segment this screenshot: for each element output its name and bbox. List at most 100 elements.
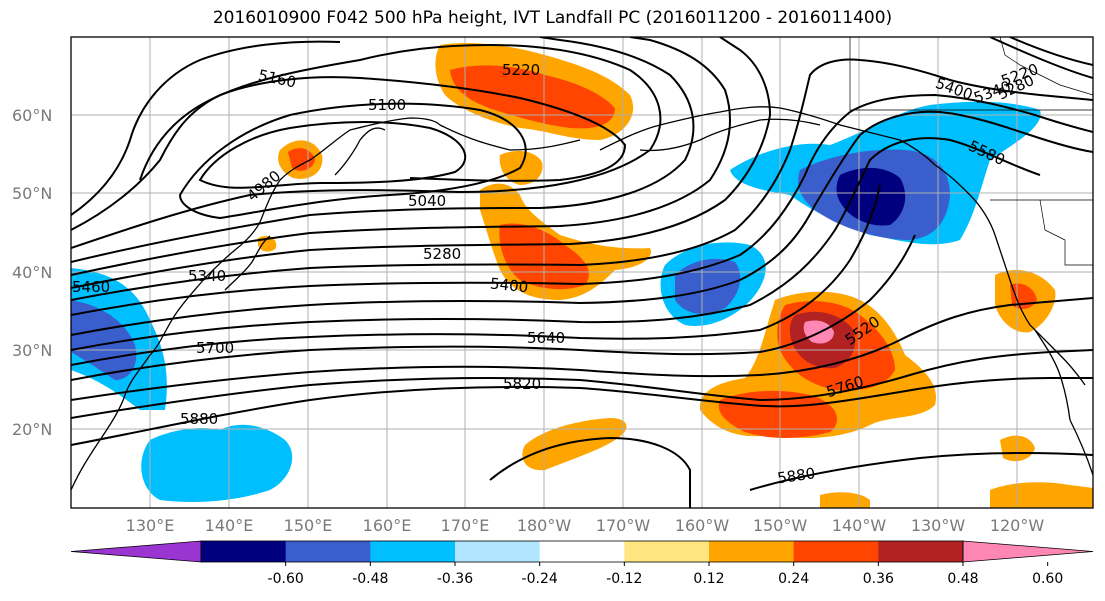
colorbar-tick-label: -0.48 xyxy=(352,571,388,587)
coast-asia xyxy=(71,117,441,491)
colorbar-segment xyxy=(539,541,625,562)
contour-5040 xyxy=(71,40,341,216)
contour-5460 xyxy=(71,93,1093,316)
neg-region-south xyxy=(141,424,293,502)
colorbar-frame xyxy=(200,540,964,563)
contour-label: 5820 xyxy=(503,375,541,393)
ivt-shading xyxy=(71,43,1093,508)
coast-siberia xyxy=(439,124,581,151)
lon-label: 160°W xyxy=(675,516,730,535)
colorbar-tick-label: -0.60 xyxy=(268,571,304,587)
colorbar-segment xyxy=(709,541,795,562)
colorbar-segment xyxy=(455,541,541,562)
pos-region-north-core xyxy=(450,65,615,129)
lon-label: 130°E xyxy=(126,516,175,535)
coast-west-us xyxy=(994,234,1086,386)
contour-5220 xyxy=(71,37,695,263)
colorbar-tick-label: 0.36 xyxy=(863,571,894,587)
coast-japan xyxy=(224,235,271,291)
map-frame xyxy=(70,36,1094,509)
neg-region-mid-core xyxy=(675,258,741,314)
coast-mexico xyxy=(1069,419,1093,476)
pos-region-south-small xyxy=(522,418,627,471)
height-contours xyxy=(71,37,1093,508)
colorbar-tick-label: 0.60 xyxy=(1032,571,1063,587)
borders xyxy=(849,37,1093,266)
colorbar-tick-label: 0.12 xyxy=(693,571,724,587)
contour-5280 xyxy=(71,37,731,276)
colorbar-segment xyxy=(878,541,964,562)
contour-5700 xyxy=(71,234,916,381)
contour-label: 5040 xyxy=(408,192,446,210)
colorbar-extend-high xyxy=(962,540,1094,563)
contour-5160 xyxy=(71,43,662,249)
contour-ne-corner-1 xyxy=(1009,37,1093,66)
colorbar-tick-label: -0.36 xyxy=(437,571,473,587)
lon-label: 130°W xyxy=(911,516,966,535)
lat-label: 20°N xyxy=(12,420,52,439)
lon-label: 140°W xyxy=(832,516,887,535)
colorbar-extend-low xyxy=(70,540,202,563)
contour-label: 5400 xyxy=(489,274,529,296)
colorbar-tick-label: -0.12 xyxy=(606,571,642,587)
colorbar-tick-label: -0.24 xyxy=(522,571,558,587)
pos-region-ne-pacific-red-south xyxy=(718,390,838,438)
longitude-labels: 130°E 140°E 150°E 160°E 170°E 180°W 170°… xyxy=(126,516,1045,535)
coast-baja xyxy=(1034,329,1071,421)
lon-label: 180°W xyxy=(517,516,572,535)
contour-5100 xyxy=(71,76,627,231)
contour-ne-corner-2 xyxy=(989,37,1093,79)
contour-label: 5340 xyxy=(188,267,226,285)
colorbar-segment xyxy=(285,541,371,562)
contour-label: 5700 xyxy=(196,339,234,357)
contour-4980-loop xyxy=(198,121,467,189)
contour-label: 5100 xyxy=(368,96,406,114)
colorbar-tick-label: 0.48 xyxy=(947,571,978,587)
contour-5520 xyxy=(71,110,1093,336)
lon-label: 170°W xyxy=(596,516,651,535)
neg-region-gulf-alaska-core xyxy=(836,167,906,226)
contour-5400 xyxy=(71,58,1093,301)
contour-label: 5460 xyxy=(72,278,110,296)
contour-5820 xyxy=(71,349,1093,419)
colorbar-segment xyxy=(370,541,456,562)
colorbar: -0.60 -0.48 -0.36 -0.24 -0.12 0.12 0.24 0.36 0.4… xyxy=(70,540,1094,587)
pos-region-southeast xyxy=(990,482,1093,508)
lon-label: 170°E xyxy=(441,516,490,535)
colorbar-tick-label: 0.24 xyxy=(778,571,809,587)
contour-label: 5400 xyxy=(933,74,975,104)
contour-5760 xyxy=(71,297,1093,401)
lon-label: 150°W xyxy=(753,516,808,535)
contour-label: 5640 xyxy=(527,329,565,347)
contour-label: 5220 xyxy=(502,61,540,79)
colorbar-segment xyxy=(201,541,287,562)
contour-label: 5280 xyxy=(423,245,461,263)
coast-kamchatka xyxy=(334,127,386,176)
lon-label: 160°E xyxy=(363,516,412,535)
lat-label: 30°N xyxy=(12,341,52,360)
contour-5880-south xyxy=(71,377,1093,446)
coast-bc xyxy=(934,164,996,236)
contour-5340 xyxy=(71,37,772,289)
lat-label: 60°N xyxy=(12,106,52,125)
neg-region-west-pacific-core xyxy=(71,300,137,380)
colorbar-segment xyxy=(793,541,879,562)
contour-5880-loop xyxy=(489,436,691,508)
map-title: 2016010900 F042 500 hPa height, IVT Land… xyxy=(212,8,893,28)
colorbar-segment xyxy=(624,541,710,562)
lat-label: 40°N xyxy=(12,263,52,282)
lon-label: 150°E xyxy=(284,516,333,535)
lon-label: 140°E xyxy=(205,516,254,535)
contour-5580 xyxy=(71,137,1041,351)
lon-label: 120°W xyxy=(990,516,1045,535)
contour-label: 5880 xyxy=(180,410,218,428)
contour-label: 5160 xyxy=(257,66,298,92)
contour-5640 xyxy=(71,184,881,366)
lat-label: 50°N xyxy=(12,184,52,203)
contour-label: 5880 xyxy=(776,464,816,487)
pos-region-mid-south xyxy=(820,492,870,508)
contour-5880-pacific-north xyxy=(749,452,1093,491)
contour-5040-loop xyxy=(178,102,527,220)
latitude-labels: 60°N 50°N 40°N 30°N 20°N xyxy=(12,106,52,439)
